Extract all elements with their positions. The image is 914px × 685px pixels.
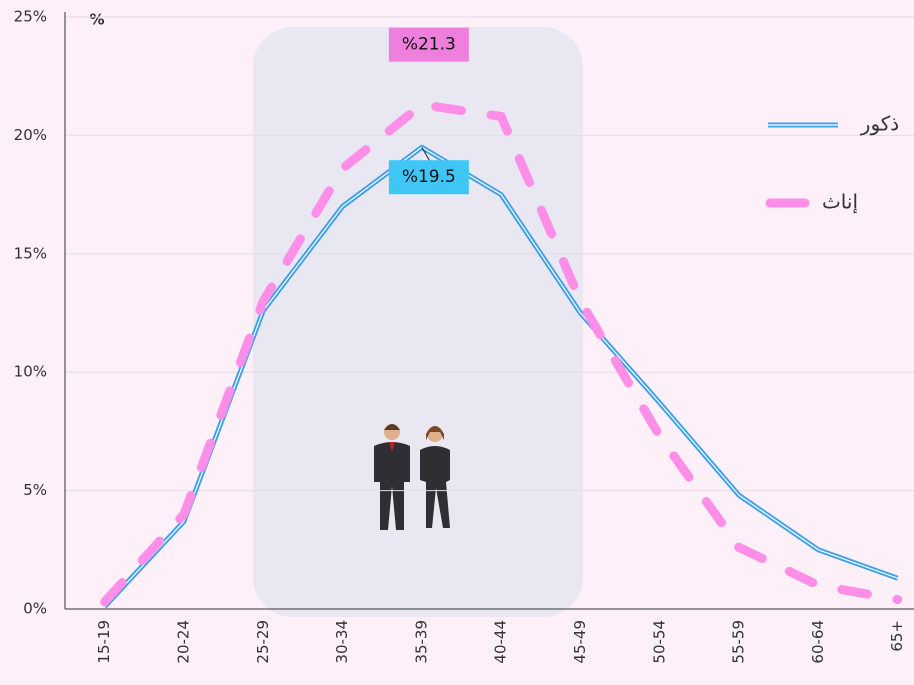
value-label: %21.3	[402, 35, 456, 55]
y-tick-label: 10%	[14, 363, 47, 381]
x-tick-label: 15-19	[95, 620, 113, 664]
y-tick-label: 0%	[23, 600, 47, 618]
chart: % 0% 5% 10% 15% 20% 25% 15-19 20-24 25-29 30-34 35…	[0, 0, 914, 685]
x-tick-label: 65+	[888, 620, 906, 652]
x-tick-label: 20-24	[174, 620, 192, 664]
x-tick-label: 40-44	[492, 620, 510, 664]
y-tick-label: 25%	[14, 8, 47, 26]
y-axis-label: %	[89, 11, 104, 29]
x-tick-label: 45-49	[571, 620, 589, 664]
x-tick-label: 50-54	[650, 620, 668, 664]
legend-label: ذكور	[860, 112, 899, 136]
y-tick-label: 15%	[14, 244, 47, 262]
y-tick-label: 5%	[23, 481, 47, 499]
value-label: %19.5	[402, 167, 456, 187]
x-tick-label: 35-39	[412, 620, 430, 664]
highlight-band	[253, 27, 583, 617]
x-tick-label: 30-34	[333, 620, 351, 664]
legend-label: إناث	[822, 190, 858, 215]
y-tick-label: 20%	[14, 126, 47, 144]
x-tick-label: 55-59	[730, 620, 748, 664]
x-tick-label: 60-64	[809, 620, 827, 664]
x-tick-label: 25-29	[254, 620, 272, 664]
